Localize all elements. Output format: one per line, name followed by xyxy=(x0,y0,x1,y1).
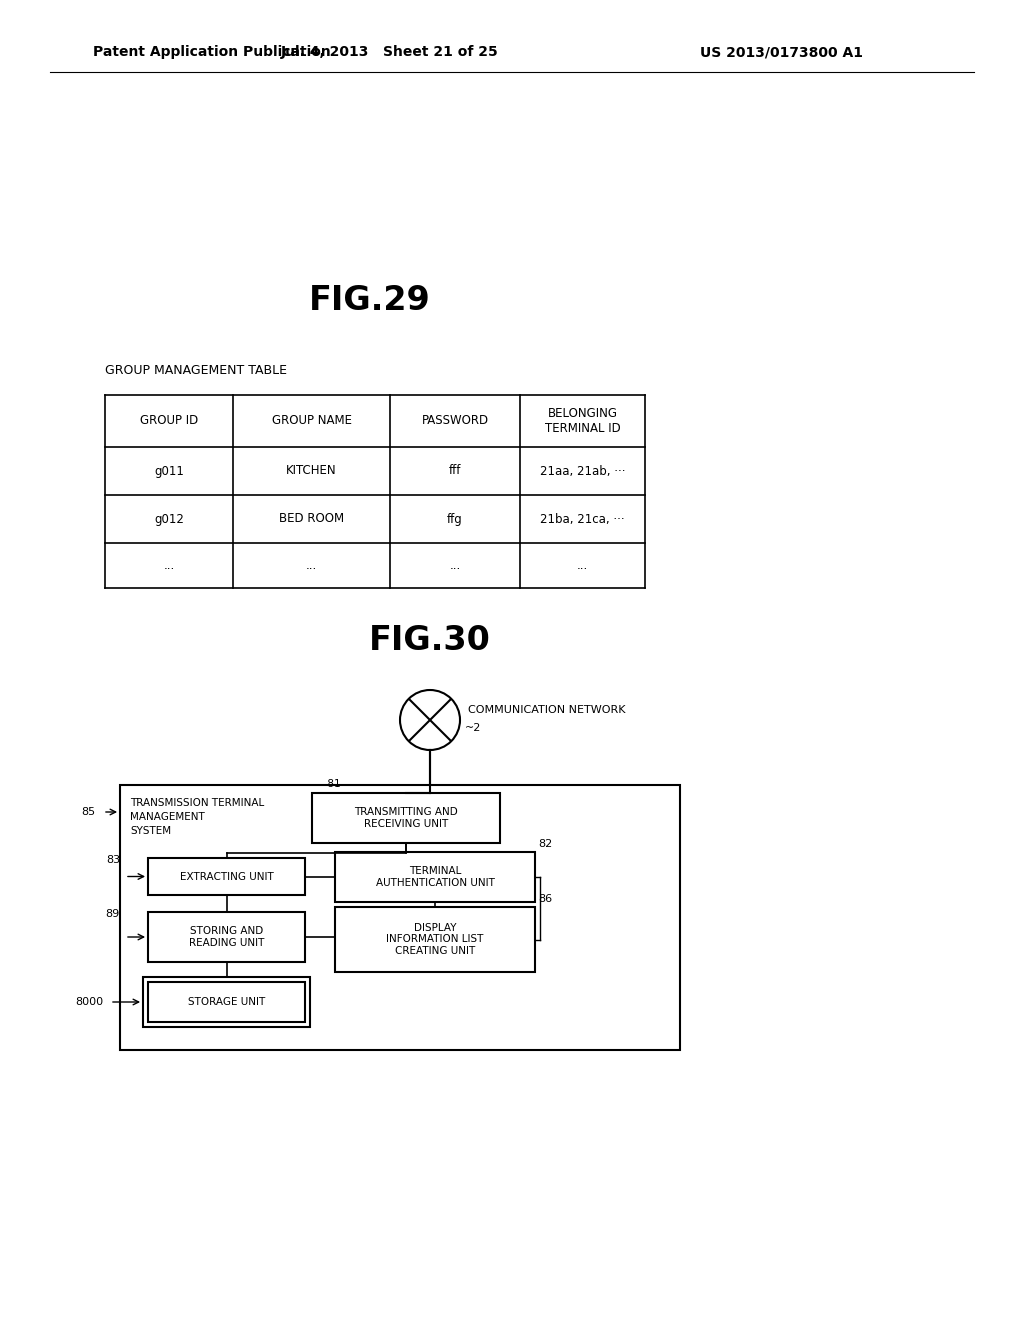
Text: fff: fff xyxy=(449,465,461,478)
Text: 8000: 8000 xyxy=(75,997,103,1007)
Text: ...: ... xyxy=(306,558,317,572)
Bar xyxy=(335,851,535,902)
Text: PASSWORD: PASSWORD xyxy=(422,414,488,428)
Text: STORING AND
READING UNIT: STORING AND READING UNIT xyxy=(188,927,264,948)
Text: 21aa, 21ab, ···: 21aa, 21ab, ··· xyxy=(540,465,626,478)
Text: DISPLAY
INFORMATION LIST
CREATING UNIT: DISPLAY INFORMATION LIST CREATING UNIT xyxy=(386,923,483,956)
Text: GROUP MANAGEMENT TABLE: GROUP MANAGEMENT TABLE xyxy=(105,363,287,376)
Text: TRANSMITTING AND
RECEIVING UNIT: TRANSMITTING AND RECEIVING UNIT xyxy=(354,808,458,829)
Text: ...: ... xyxy=(164,558,175,572)
Text: g012: g012 xyxy=(154,512,184,525)
Text: 83: 83 xyxy=(105,855,120,865)
Text: 82: 82 xyxy=(538,840,552,849)
Text: STORAGE UNIT: STORAGE UNIT xyxy=(187,997,265,1007)
Bar xyxy=(148,858,305,895)
Text: 21ba, 21ca, ···: 21ba, 21ca, ··· xyxy=(541,512,625,525)
Text: BELONGING
TERMINAL ID: BELONGING TERMINAL ID xyxy=(545,407,621,436)
Text: g011: g011 xyxy=(154,465,184,478)
Text: BED ROOM: BED ROOM xyxy=(279,512,344,525)
Bar xyxy=(148,982,305,1022)
Text: EXTRACTING UNIT: EXTRACTING UNIT xyxy=(179,871,273,882)
Text: —81: —81 xyxy=(317,779,341,789)
Text: MANAGEMENT: MANAGEMENT xyxy=(130,812,205,822)
Text: COMMUNICATION NETWORK: COMMUNICATION NETWORK xyxy=(468,705,626,715)
Bar xyxy=(143,977,310,1027)
Text: TERMINAL
AUTHENTICATION UNIT: TERMINAL AUTHENTICATION UNIT xyxy=(376,866,495,888)
Text: FIG.30: FIG.30 xyxy=(369,623,490,656)
Text: ffg: ffg xyxy=(447,512,463,525)
Text: 86: 86 xyxy=(538,894,552,904)
Text: GROUP ID: GROUP ID xyxy=(140,414,198,428)
Text: Jul. 4, 2013   Sheet 21 of 25: Jul. 4, 2013 Sheet 21 of 25 xyxy=(282,45,499,59)
Bar xyxy=(120,785,680,1049)
Text: SYSTEM: SYSTEM xyxy=(130,826,171,836)
Text: US 2013/0173800 A1: US 2013/0173800 A1 xyxy=(700,45,863,59)
Text: 85: 85 xyxy=(81,807,95,817)
Bar xyxy=(335,907,535,972)
Bar xyxy=(312,793,500,843)
Text: KITCHEN: KITCHEN xyxy=(286,465,337,478)
Text: TRANSMISSION TERMINAL: TRANSMISSION TERMINAL xyxy=(130,799,264,808)
Text: ...: ... xyxy=(577,558,588,572)
Text: 89: 89 xyxy=(105,909,120,919)
Text: ...: ... xyxy=(450,558,461,572)
Text: GROUP NAME: GROUP NAME xyxy=(271,414,351,428)
Text: Patent Application Publication: Patent Application Publication xyxy=(93,45,331,59)
Text: ~2: ~2 xyxy=(465,723,481,733)
Bar xyxy=(148,912,305,962)
Text: FIG.29: FIG.29 xyxy=(309,284,431,317)
